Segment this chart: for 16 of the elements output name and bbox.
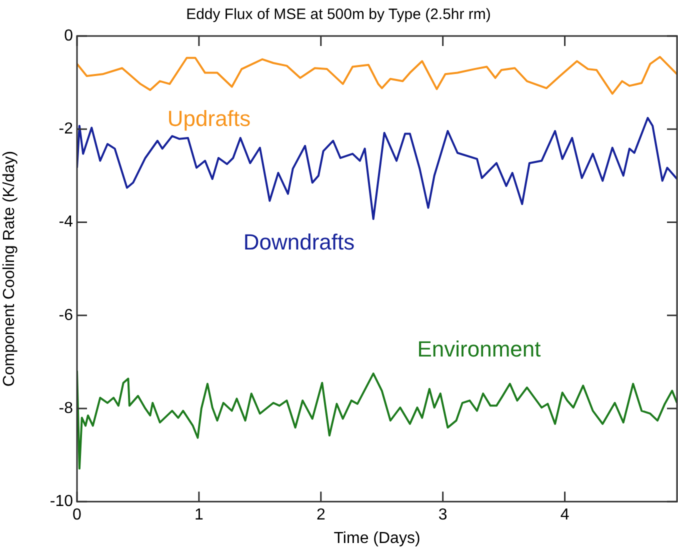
series-label: Updrafts bbox=[167, 106, 251, 131]
y-tick-label: -6 bbox=[58, 306, 74, 324]
x-tick-label: 2 bbox=[316, 506, 326, 524]
y-tick-label: -10 bbox=[50, 493, 74, 510]
y-tick-label: -4 bbox=[58, 214, 74, 231]
x-axis-title: Time (Days) bbox=[334, 530, 420, 547]
x-tick-label: 3 bbox=[438, 506, 448, 524]
y-tick-label: -2 bbox=[58, 120, 74, 138]
y-axis-title: Component Cooling Rate (K/day) bbox=[1, 150, 18, 387]
y-tick-label: -8 bbox=[58, 400, 74, 417]
series-label: Environment bbox=[417, 336, 541, 362]
y-tick-label: 0 bbox=[64, 27, 74, 44]
series-label: Downdrafts bbox=[243, 229, 355, 254]
x-tick-label: 4 bbox=[560, 506, 570, 524]
x-tick-label: 1 bbox=[194, 506, 204, 524]
chart-title: Eddy Flux of MSE at 500m by Type (2.5hr rm) bbox=[186, 6, 491, 24]
